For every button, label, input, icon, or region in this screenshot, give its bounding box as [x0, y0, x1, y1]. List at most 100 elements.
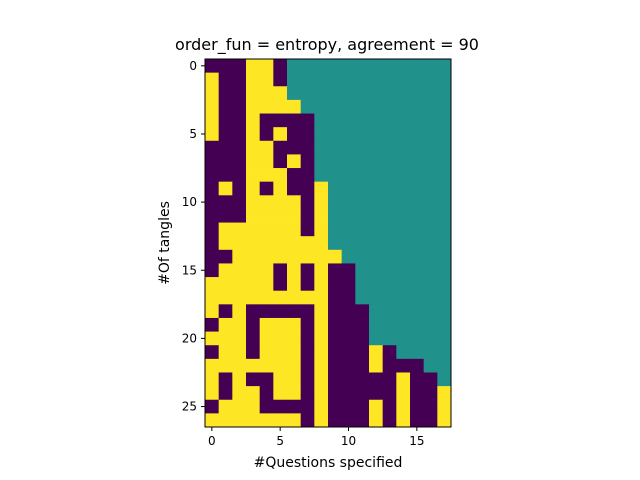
heatmap-cell: [423, 208, 438, 223]
heatmap-cell: [369, 399, 384, 414]
heatmap-cell: [259, 195, 274, 210]
heatmap-cell: [259, 140, 274, 155]
heatmap-cell: [287, 317, 302, 332]
heatmap-cell: [328, 358, 343, 373]
heatmap-cell: [246, 113, 261, 128]
heatmap-cell: [341, 59, 356, 74]
heatmap-cell: [259, 345, 274, 360]
heatmap-cell: [396, 236, 411, 251]
heatmap-cell: [369, 168, 384, 183]
heatmap-cell: [205, 181, 220, 196]
heatmap-cell: [205, 236, 220, 251]
heatmap-cell: [369, 72, 384, 87]
heatmap-cell: [259, 304, 274, 319]
heatmap-cell: [314, 99, 329, 114]
heatmap-cell: [382, 154, 397, 169]
heatmap-cell: [382, 290, 397, 305]
heatmap-cell: [328, 195, 343, 210]
heatmap-cell: [437, 59, 452, 74]
heatmap-cell: [232, 154, 247, 169]
heatmap-cell: [314, 386, 329, 401]
heatmap-cell: [314, 317, 329, 332]
heatmap-cell: [246, 263, 261, 278]
heatmap-cell: [382, 304, 397, 319]
heatmap-cell: [328, 181, 343, 196]
heatmap-cell: [410, 277, 425, 292]
chart-title: order_fun = entropy, agreement = 90: [175, 35, 479, 55]
heatmap-cell: [341, 372, 356, 387]
heatmap-cell: [410, 372, 425, 387]
heatmap-cell: [396, 304, 411, 319]
heatmap-cell: [369, 249, 384, 264]
x-tick-label: 5: [276, 434, 284, 448]
heatmap-cell: [355, 72, 370, 87]
heatmap-cell: [259, 317, 274, 332]
heatmap-cell: [355, 304, 370, 319]
heatmap-cell: [328, 304, 343, 319]
heatmap-cell: [328, 277, 343, 292]
heatmap-cell: [259, 263, 274, 278]
heatmap-cell: [300, 86, 315, 101]
heatmap-cell: [287, 358, 302, 373]
heatmap-cell: [205, 154, 220, 169]
heatmap-cell: [328, 208, 343, 223]
heatmap-cell: [328, 290, 343, 305]
heatmap-cell: [328, 249, 343, 264]
heatmap-cell: [423, 59, 438, 74]
heatmap-cell: [410, 263, 425, 278]
heatmap-cell: [437, 208, 452, 223]
heatmap-cell: [437, 277, 452, 292]
heatmap-cell: [314, 113, 329, 128]
heatmap-cell: [396, 358, 411, 373]
heatmap-cell: [341, 168, 356, 183]
heatmap-cell: [328, 154, 343, 169]
heatmap-cell: [246, 154, 261, 169]
heatmap-cell: [410, 317, 425, 332]
heatmap-cell: [287, 59, 302, 74]
heatmap-cell: [300, 304, 315, 319]
heatmap-cell: [287, 277, 302, 292]
heatmap-cell: [273, 399, 288, 414]
heatmap-cell: [259, 399, 274, 414]
heatmap-cell: [246, 72, 261, 87]
heatmap-cell: [300, 372, 315, 387]
heatmap-cell: [259, 372, 274, 387]
heatmap-cell: [369, 222, 384, 237]
heatmap-cell: [410, 331, 425, 346]
heatmap-cell: [300, 154, 315, 169]
heatmap-cell: [300, 399, 315, 414]
heatmap-cell: [437, 127, 452, 142]
heatmap-cell: [205, 358, 220, 373]
heatmap-cell: [300, 127, 315, 142]
heatmap-cell: [218, 304, 233, 319]
heatmap-cell: [300, 317, 315, 332]
heatmap-cell: [273, 290, 288, 305]
heatmap-cell: [355, 86, 370, 101]
y-axis-label: #Of tangles: [157, 201, 173, 285]
heatmap-cell: [369, 345, 384, 360]
heatmap-cell: [396, 59, 411, 74]
y-tick-label: 5: [189, 127, 197, 141]
heatmap-cell: [423, 317, 438, 332]
heatmap-cell: [437, 140, 452, 155]
heatmap-cell: [218, 86, 233, 101]
heatmap-cell: [410, 386, 425, 401]
heatmap-cell: [287, 86, 302, 101]
heatmap-cell: [246, 290, 261, 305]
heatmap-cell: [328, 168, 343, 183]
heatmap-cell: [232, 222, 247, 237]
y-tick-label: 10: [182, 195, 197, 209]
heatmap-cell: [328, 140, 343, 155]
heatmap-cell: [246, 59, 261, 74]
heatmap-cell: [369, 331, 384, 346]
heatmap-cell: [328, 413, 343, 428]
heatmap-cell: [259, 386, 274, 401]
y-tick-label: 0: [189, 59, 197, 73]
heatmap-cells: [205, 59, 452, 428]
heatmap-cell: [369, 140, 384, 155]
heatmap-cell: [314, 195, 329, 210]
heatmap-cell: [205, 386, 220, 401]
heatmap-cell: [382, 99, 397, 114]
heatmap-cell: [218, 99, 233, 114]
heatmap-cell: [328, 317, 343, 332]
